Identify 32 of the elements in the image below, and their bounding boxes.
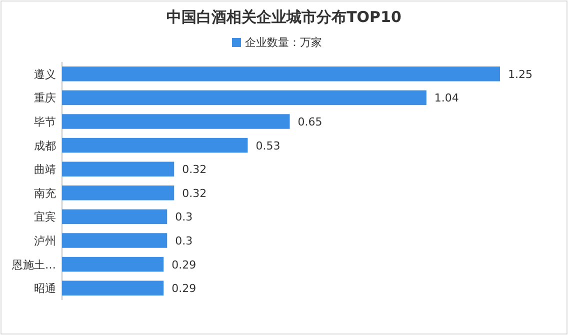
y-tick-label: 昭通 xyxy=(34,282,56,296)
data-label: 0.53 xyxy=(256,139,280,152)
y-tick-label: 毕节 xyxy=(34,116,56,128)
y-tick-label: 泸州 xyxy=(34,234,56,248)
bar xyxy=(62,90,426,106)
bar xyxy=(62,209,168,224)
data-label: 1.25 xyxy=(508,68,532,81)
y-tick-label: 南充 xyxy=(34,186,56,200)
data-label: 0.29 xyxy=(172,282,196,296)
data-label: 0.3 xyxy=(175,234,193,248)
bar xyxy=(62,162,174,176)
y-tick-label: 宜宾 xyxy=(34,210,56,224)
legend-label: 企业数量：万家 xyxy=(245,36,322,49)
bar xyxy=(62,233,168,248)
y-tick-label: 恩施土… xyxy=(11,258,56,272)
data-label: 0.65 xyxy=(298,116,322,128)
bar xyxy=(62,66,500,82)
data-label: 0.3 xyxy=(175,210,193,224)
chart-title: 中国白酒相关企业城市分布TOP10 xyxy=(166,8,402,26)
bar xyxy=(62,138,248,153)
y-tick-label: 曲靖 xyxy=(34,163,56,176)
bar xyxy=(62,280,164,296)
data-label: 0.29 xyxy=(172,258,196,272)
data-label: 0.32 xyxy=(182,186,207,200)
y-tick-label: 成都 xyxy=(34,139,56,152)
bar xyxy=(62,256,164,272)
data-label: 1.04 xyxy=(434,92,459,105)
y-tick-label: 遵义 xyxy=(34,68,56,81)
bar xyxy=(62,114,290,129)
bar xyxy=(62,186,174,200)
y-tick-label: 重庆 xyxy=(34,92,56,105)
data-label: 0.32 xyxy=(182,163,207,176)
